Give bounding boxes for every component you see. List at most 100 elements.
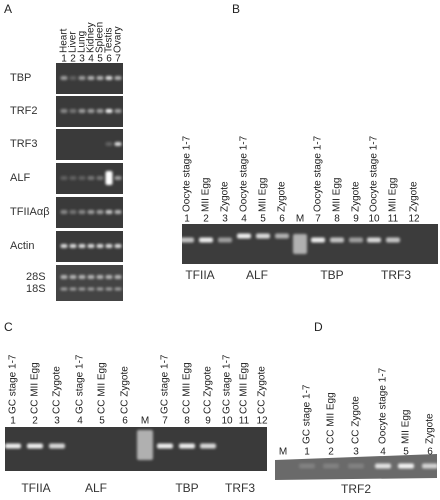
- lane-number: 6: [427, 447, 433, 458]
- lane-label: Kidney: [86, 22, 97, 53]
- group-label: TBP: [175, 481, 198, 495]
- row-label: TBP: [10, 72, 31, 84]
- band: [78, 244, 86, 248]
- lane-label: Zygote: [409, 181, 420, 212]
- gel: [182, 224, 438, 264]
- band: [87, 176, 95, 180]
- band: [349, 237, 363, 243]
- lane-label: Oocyte stage 1-7: [182, 135, 193, 212]
- lane-label: Oocyte stage 1-7: [378, 367, 389, 444]
- band: [96, 176, 104, 180]
- band: [60, 176, 68, 180]
- band: [96, 210, 104, 214]
- group-label: TBP: [320, 268, 343, 282]
- band: [87, 109, 95, 113]
- lane-label: Oocyte stage 1-7: [313, 135, 324, 212]
- band: [96, 76, 104, 80]
- band: [87, 210, 95, 214]
- band: [293, 234, 307, 254]
- band: [105, 142, 113, 146]
- lane-number: M: [279, 447, 287, 458]
- lane-number: 2: [203, 214, 209, 225]
- band: [27, 443, 43, 449]
- lane-number: 10: [368, 214, 380, 225]
- band: [114, 287, 122, 291]
- lane-number: 5: [99, 416, 105, 427]
- lane-number: M: [296, 214, 304, 225]
- lane-number: 6: [106, 54, 112, 65]
- band: [96, 287, 104, 291]
- band: [60, 244, 68, 248]
- band: [398, 463, 414, 469]
- lane-number: 7: [162, 416, 168, 427]
- panel-label: A: [4, 2, 12, 16]
- lane-label: MII Egg: [201, 178, 212, 212]
- band: [323, 463, 339, 469]
- lane-label: Zygote: [351, 181, 362, 212]
- lane-number: 5: [97, 54, 103, 65]
- group-label: ALF: [85, 481, 107, 495]
- band: [105, 275, 113, 279]
- band: [69, 76, 77, 80]
- band: [49, 443, 65, 449]
- lane-number: 2: [70, 54, 76, 65]
- group-label: TRF2: [341, 482, 371, 496]
- lane-number: 11: [239, 416, 250, 427]
- lane-number: 3: [222, 214, 228, 225]
- lane-number: 7: [115, 54, 121, 65]
- band: [69, 244, 77, 248]
- panel-label: C: [4, 320, 13, 334]
- lane-number: 4: [380, 447, 386, 458]
- band: [137, 430, 153, 460]
- band: [237, 233, 251, 239]
- lane-number: 1: [10, 416, 16, 427]
- row-label: Actin: [10, 240, 34, 252]
- lane-label: CC MII Egg: [182, 362, 193, 414]
- lane-label: GC stage 1-7: [302, 384, 313, 444]
- group-label: TRF3: [381, 268, 411, 282]
- lane-number: 6: [122, 416, 128, 427]
- lane-number: 4: [241, 214, 247, 225]
- lane-label: Zygote: [425, 413, 436, 444]
- band: [275, 233, 289, 239]
- band: [311, 237, 325, 243]
- lane-label: CC MII Egg: [30, 362, 41, 414]
- lane-label: Ovary: [113, 26, 124, 53]
- band: [96, 244, 104, 248]
- band: [114, 244, 122, 248]
- lane-number: 4: [88, 54, 94, 65]
- band: [87, 275, 95, 279]
- lane-label: Lung: [77, 31, 88, 53]
- band: [105, 171, 113, 185]
- gel: [5, 427, 267, 471]
- lane-number: 10: [221, 416, 233, 427]
- lane-label: CC Zygote: [351, 396, 362, 444]
- lane-label: CC Zygote: [52, 366, 63, 414]
- lane-number: 9: [353, 214, 359, 225]
- lane-number: 12: [256, 416, 268, 427]
- band: [422, 463, 438, 469]
- lane-label: Heart: [59, 28, 70, 53]
- band: [114, 109, 122, 113]
- band: [348, 463, 364, 469]
- lane-label: GC stage 1-7: [222, 354, 233, 414]
- lane-number: 3: [353, 447, 359, 458]
- row-label: TRF3: [10, 138, 38, 150]
- lane-number: 3: [54, 416, 60, 427]
- lane-label: GC stage 1-7: [75, 354, 86, 414]
- lane-label: CC Zygote: [203, 366, 214, 414]
- band: [78, 76, 86, 80]
- panel-label: D: [314, 320, 323, 334]
- lane-label: Oocyte stage 1-7: [239, 135, 250, 212]
- lane-label: GC stage 1-7: [160, 354, 171, 414]
- band: [105, 244, 113, 248]
- lane-label: GC stage 1-7: [8, 354, 19, 414]
- band: [87, 76, 95, 80]
- lane-label: Zygote: [277, 181, 288, 212]
- band: [69, 287, 77, 291]
- band: [96, 275, 104, 279]
- lane-number: 9: [205, 416, 211, 427]
- lane-label: Zygote: [220, 181, 231, 212]
- band: [256, 233, 270, 239]
